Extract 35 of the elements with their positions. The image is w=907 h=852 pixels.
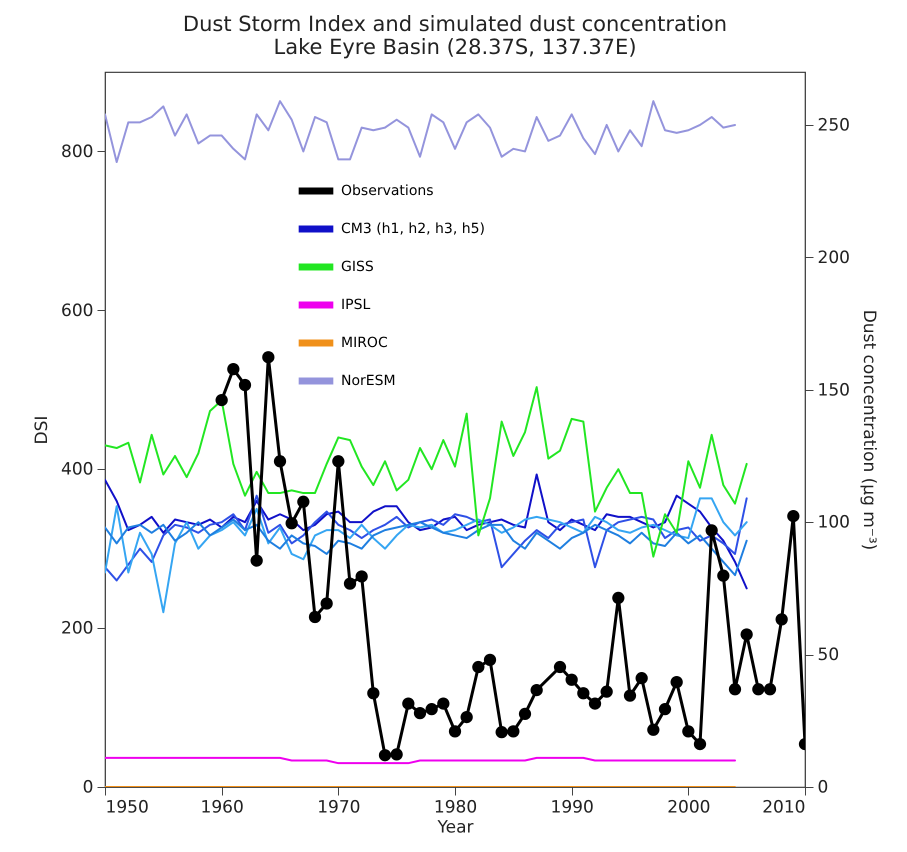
y-tick-label: 0 xyxy=(82,778,94,798)
y-axis-title: DSI xyxy=(32,416,52,444)
legend-label: IPSL xyxy=(341,297,370,313)
line-series xyxy=(105,494,748,582)
chart-title: Dust Storm Index and simulated dust concentration xyxy=(182,12,728,36)
y2-tick-label: 0 xyxy=(818,778,828,798)
x-tick-label: 2010 xyxy=(762,798,806,818)
y2-tick-label: 200 xyxy=(818,248,850,268)
y-tick-label: 800 xyxy=(61,142,94,162)
legend-label: MIROC xyxy=(341,335,388,351)
y2-tick-label: 100 xyxy=(818,512,850,533)
x-tick-label: 1980 xyxy=(434,798,478,818)
line-series xyxy=(105,497,748,614)
x-tick-label: 1970 xyxy=(317,798,360,818)
line-series xyxy=(105,474,748,590)
x-tick-label: 2000 xyxy=(667,798,710,818)
y2-tick-label: 150 xyxy=(818,380,850,400)
y-tick-label: 600 xyxy=(61,300,94,321)
y2-tick-label: 250 xyxy=(818,115,850,136)
x-axis-title: Year xyxy=(436,818,474,838)
legend-label: GISS xyxy=(341,259,374,275)
y2-axis-title: Dust concentration (μg m⁻³) xyxy=(858,310,879,550)
line-series xyxy=(105,100,736,164)
y-tick-label: 200 xyxy=(61,618,94,639)
legend-label: Observations xyxy=(341,183,434,199)
x-tick-label: 1990 xyxy=(550,798,594,818)
legend-label: CM3 (h1, h2, h3, h5) xyxy=(341,221,485,237)
y2-tick-label: 50 xyxy=(818,645,840,666)
line-series xyxy=(105,518,748,576)
legend-label: NorESM xyxy=(341,373,396,389)
y-tick-label: 400 xyxy=(61,460,94,480)
line-series xyxy=(105,386,748,558)
chart-subtitle: Lake Eyre Basin (28.37S, 137.37E) xyxy=(273,35,637,59)
x-tick-label: 1960 xyxy=(200,798,244,818)
x-tick-label: 1950 xyxy=(106,798,149,818)
